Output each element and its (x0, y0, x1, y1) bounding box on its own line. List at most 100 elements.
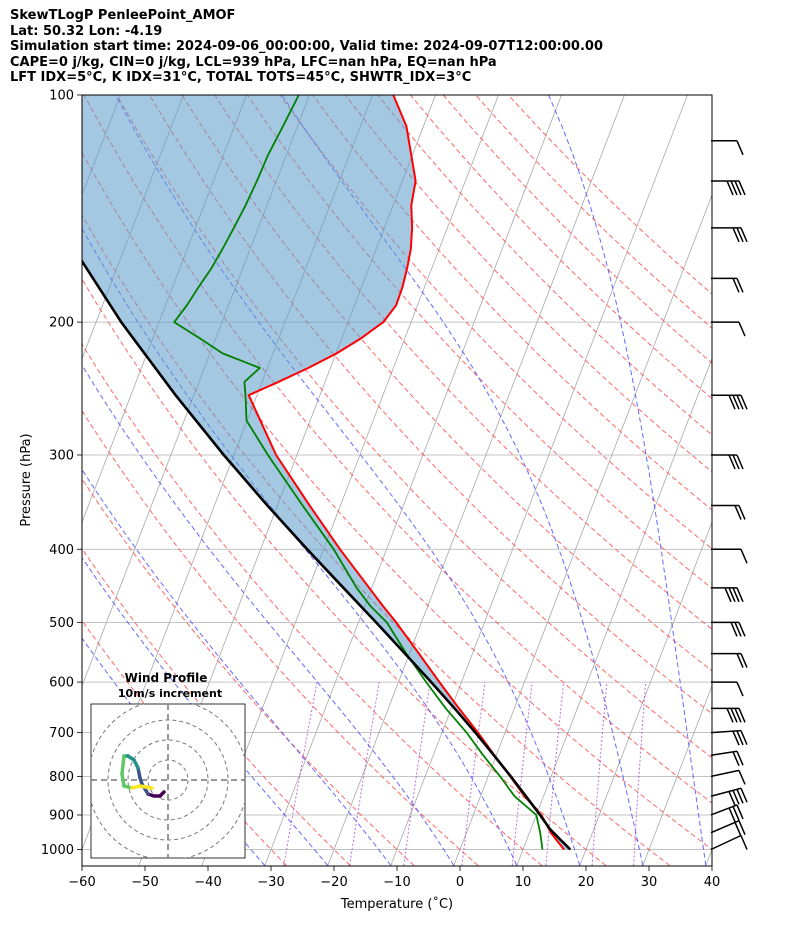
dry-adiabat (116, 95, 712, 759)
x-tick-label: −40 (194, 875, 221, 890)
dry-adiabat (442, 95, 712, 364)
dry-adiabat (344, 95, 712, 473)
moist-adiabat (82, 468, 392, 866)
dry-adiabat (82, 151, 712, 851)
isotherm--30 (264, 95, 562, 866)
mixing-ratio-line (511, 682, 533, 866)
isotherm-20 (579, 521, 712, 866)
barb-flag (734, 180, 742, 196)
barb-flag (732, 806, 740, 821)
wind-barb (710, 820, 746, 837)
barb-flag (732, 278, 740, 293)
hodograph-inset: Wind Profile 10m/s increment (90, 671, 246, 859)
barb-flag (736, 587, 744, 603)
barb-flag (734, 708, 742, 723)
barb-staff (710, 787, 742, 797)
y-tick-label: 1000 (41, 843, 74, 858)
wind-barb (711, 454, 744, 470)
barb-staff (710, 729, 742, 734)
dry-adiabat (82, 278, 607, 866)
wind-barb (711, 227, 748, 243)
wind-barbs (710, 140, 748, 851)
barb-flag (734, 505, 742, 520)
barb-flag (736, 227, 744, 243)
x-tick-label: −30 (257, 875, 284, 890)
x-tick-label: 30 (641, 875, 658, 890)
chart-title: SkewTLogP PenleePoint_AMOF (10, 8, 236, 23)
hodograph-segment (120, 754, 126, 776)
dry-adiabat (83, 95, 712, 804)
location-line: Lat: 50.32 Lon: -4.19 (10, 23, 163, 39)
barb-flag (732, 394, 740, 410)
mixing-ratio-line (591, 682, 608, 866)
barb-flag (738, 820, 746, 835)
barb-staff (710, 834, 742, 851)
moist-adiabat (548, 95, 707, 866)
barb-flag (738, 505, 746, 520)
wind-barb (710, 750, 744, 767)
barb-flag (724, 587, 732, 603)
chart-header: SkewTLogP PenleePoint_AMOF Lat: 50.32 Lo… (10, 8, 603, 86)
hodograph-title: Wind Profile (125, 671, 208, 685)
isotherm--20 (327, 95, 625, 866)
barb-flag (734, 821, 742, 837)
x-tick-label: −10 (383, 875, 410, 890)
mixing-ratio-line (283, 682, 318, 866)
isotherm-0 (453, 193, 712, 866)
wind-barb (711, 140, 744, 156)
dry-adiabat (82, 409, 479, 866)
wind-barb (710, 787, 748, 806)
hodograph-subtitle: 10m/s increment (118, 687, 222, 700)
barb-flag (740, 835, 748, 850)
y-tick-label: 800 (49, 770, 74, 785)
barb-flag (738, 770, 746, 785)
mixing-ratio-line (403, 682, 431, 866)
dewpoint-line (173, 95, 544, 850)
y-tick-label: 600 (49, 676, 74, 691)
barb-flag (736, 750, 744, 766)
parcel-line (82, 258, 572, 851)
barb-flag (736, 681, 744, 697)
moist-adiabat (82, 556, 329, 866)
y-tick-label: 500 (49, 616, 74, 631)
wind-barb (710, 769, 746, 785)
mixing-ratio-line (349, 682, 380, 866)
wind-barb (711, 681, 744, 697)
dry-adiabat (475, 95, 712, 329)
parcel-area (82, 95, 571, 850)
hodograph-segment (138, 784, 154, 790)
x-tick-label: −20 (320, 875, 347, 890)
x-tick-label: 0 (456, 875, 464, 890)
barb-flag (726, 180, 734, 196)
barb-flag (738, 180, 746, 196)
dry-adiabat (507, 95, 712, 295)
dry-adiabat (82, 343, 543, 866)
barb-flag (740, 394, 748, 410)
dry-adiabat (82, 478, 415, 866)
barb-flag (740, 730, 748, 745)
barb-flag (726, 708, 734, 723)
barb-staff (710, 750, 738, 756)
y-tick-label: 700 (49, 726, 74, 741)
dry-adiabat (82, 547, 351, 866)
dry-adiabat (148, 95, 712, 715)
barb-flag (728, 807, 736, 822)
barb-flag (728, 394, 736, 410)
barb-flag (728, 454, 736, 470)
mixing-ratio-line (545, 682, 565, 866)
wind-barb (711, 548, 748, 564)
dry-adiabat (377, 95, 712, 436)
barb-flag (732, 227, 740, 243)
x-tick-label: −60 (68, 875, 95, 890)
x-axis-label: Temperature (˚C) (340, 896, 453, 912)
wind-barb (710, 729, 748, 746)
parcel-area-shading (82, 95, 571, 850)
wind-barb (711, 587, 744, 603)
wind-barb (711, 180, 746, 196)
time-line: Simulation start time: 2024-09-06_00:00:… (10, 39, 603, 54)
barb-flag (736, 278, 744, 293)
wind-barb (710, 834, 748, 851)
wind-barb (711, 504, 746, 520)
barb-flag (732, 751, 740, 767)
